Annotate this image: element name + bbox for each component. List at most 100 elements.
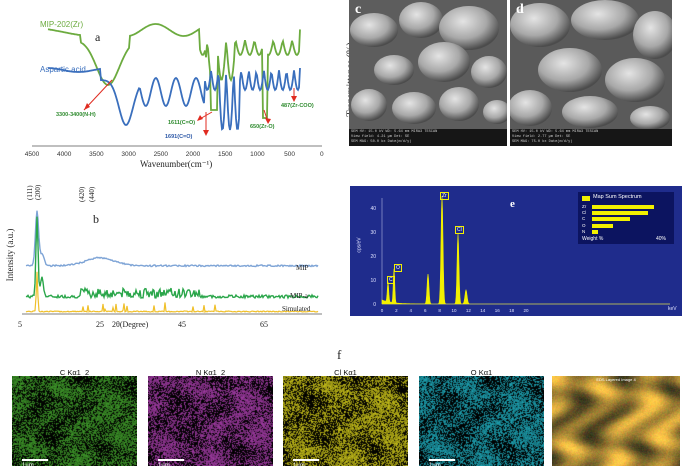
xrd-ylabel: Intensity (a.u.) <box>5 228 15 282</box>
eds-xtick: 18 <box>509 308 515 313</box>
eds-spectrum: 0 10 20 30 40 0 2 4 6 8 10 12 14 16 18 20 <box>370 195 670 313</box>
sem-info-line: SEM MAG: 50.0 kx Date(m/d/y) <box>351 140 412 144</box>
eds-ytick: 10 <box>370 278 376 284</box>
eds-xtick: 12 <box>466 308 472 313</box>
xrd-xlabel: 2θ(Degree) <box>112 320 149 329</box>
eds-bar <box>592 205 654 209</box>
ftir-xtick: 2500 <box>154 151 169 158</box>
eds-yaxis-label: cps/eV <box>356 237 363 253</box>
elemental-map-c: 1µm <box>12 376 137 469</box>
scale-bar <box>22 459 48 461</box>
eds-bar <box>592 223 614 228</box>
eds-bar <box>592 211 648 216</box>
eds-xtick: 16 <box>495 308 501 313</box>
panel-letter-b: b <box>93 212 99 226</box>
eds-ytick: 20 <box>370 254 376 260</box>
eds-legend-title: Map Sum Spectrum <box>593 194 642 200</box>
sem-particles-d <box>510 0 672 130</box>
sem-image-d: d SEM HV: 15.0 kV WD: 5.64 mm MIRA3 TESC… <box>510 0 672 146</box>
ftir-xtick: 1000 <box>250 151 265 158</box>
sem-info-line: SEM HV: 15.0 kV WD: 5.64 mm MIRA3 TESCAN <box>512 130 599 134</box>
annotation-650: 650(Zr-O) <box>250 124 275 130</box>
eds-ytick: 30 <box>370 230 376 236</box>
panel-letter-e: e <box>510 198 515 210</box>
scale-bar <box>158 459 184 461</box>
annotation-nh: 3300-3400(N-H) <box>56 112 96 118</box>
layered-image: EDS Layered Image 4 <box>552 376 680 466</box>
ftir-plot: 4500 4000 3500 3000 2500 2000 1500 1000 500 0 <box>25 23 324 158</box>
eds-xtick: 14 <box>480 308 486 313</box>
eds-peak-c: C <box>387 276 395 284</box>
eds-ytick: 0 <box>373 302 376 308</box>
eds-bar <box>592 229 599 234</box>
eds-legend-swatch <box>582 196 590 201</box>
sem-info-bar-d: SEM HV: 15.0 kV WD: 5.64 mm MIRA3 TESCAN… <box>510 129 672 146</box>
sem-image-c: c SEM HV: 15.0 kV WD: 5.64 mm MIRA3 TESC… <box>349 0 507 146</box>
scale-label: 1µm <box>429 463 441 469</box>
sem-info-bar-c: SEM HV: 15.0 kV WD: 5.64 mm MIRA3 TESCAN… <box>349 129 507 146</box>
series-label-mip: MIP <box>296 264 309 272</box>
panel-a-ftir: 4500 4000 3500 3000 2500 2000 1500 1000 500 0 MIP… <box>0 0 345 175</box>
eds-xtick: 8 <box>438 308 441 313</box>
panel-letter-d: d <box>516 2 524 17</box>
ftir-xtick: 1500 <box>218 151 233 158</box>
series-mip202-line <box>47 23 301 119</box>
panel-e-eds: 0 10 20 30 40 0 2 4 6 8 10 12 14 16 18 20 e cps/eV keV… <box>350 186 682 316</box>
annotation-1691: 1691(C=O) <box>165 134 193 140</box>
map-label-o: O Kα1 <box>470 368 493 377</box>
eds-spectrum-fill <box>381 195 670 305</box>
eds-ytick: 40 <box>370 206 376 212</box>
scale-label: 1µm <box>158 463 170 469</box>
layered-image-title: EDS Layered Image 4 <box>596 377 636 382</box>
eds-xtick: 6 <box>424 308 427 313</box>
series-simulated-line <box>25 271 319 314</box>
annotation-1611: 1611(C=O) <box>168 120 196 126</box>
map-label-c: C Kα1_2 <box>59 368 90 377</box>
eds-bar-label: Zr <box>582 204 587 209</box>
panel-letter-c: c <box>355 2 362 17</box>
ftir-xtick: 2000 <box>186 151 201 158</box>
eds-bar-label: Cl <box>582 210 587 216</box>
scale-label: 1µm <box>293 463 305 469</box>
series-mip-a-line <box>25 216 319 300</box>
eds-bar-label: O <box>582 222 586 228</box>
panel-b-xrd: (111) (200) (420) (440) b MIP MIP-a Simu… <box>0 180 330 340</box>
xrd-xtick: 65 <box>260 320 268 329</box>
map-label-n: N Kα1_2 <box>195 368 226 377</box>
elemental-map-cl: 1µm <box>283 376 408 469</box>
eds-xtick: 4 <box>410 308 413 313</box>
eds-xtick: 10 <box>451 308 457 313</box>
elemental-map-o: 1µm <box>419 376 544 469</box>
series-label-mip-a: MIP-a <box>290 292 308 300</box>
scale-label: 1µm <box>22 463 34 469</box>
peak-label-111: (111) <box>26 185 34 200</box>
sem-info-line: View field: 2.77 µm Det: SE <box>512 135 571 139</box>
eds-peak-o: O <box>394 264 402 272</box>
eds-weight-label: Weight % <box>582 236 604 242</box>
eds-peak-cl: Cl <box>455 226 464 234</box>
eds-peak-zr: Zr <box>440 192 449 200</box>
xrd-xtick: 45 <box>178 320 186 329</box>
eds-legend: Map Sum Spectrum Zr Cl C O N Weight % 40% <box>578 192 674 244</box>
eds-weight-value: 40% <box>656 236 667 242</box>
series-label-simulated: Simulated <box>282 305 311 313</box>
panel-letter-f: f <box>337 347 342 362</box>
xrd-plot <box>22 210 322 315</box>
ftir-xtick: 4500 <box>25 151 40 158</box>
eds-xtick: 2 <box>395 308 398 313</box>
eds-xtick: 0 <box>381 308 384 313</box>
sem-info-line: View field: 4.21 µm Det: SE <box>351 135 410 139</box>
eds-bar <box>592 217 631 222</box>
xrd-xtick: 5 <box>18 320 22 329</box>
map-label-cl: Cl Kα1 <box>334 368 357 377</box>
eds-xaxis-label: keV <box>668 306 677 312</box>
xrd-xtick: 25 <box>96 320 104 329</box>
series-mip-line <box>25 210 319 268</box>
annotation-487: 487(Zr-COO) <box>281 103 314 109</box>
series-label-aspartic: Aspartic acid <box>40 65 86 74</box>
ftir-xtick: 3000 <box>121 151 136 158</box>
ftir-xtick: 4000 <box>57 151 72 158</box>
eds-bar-label: C <box>582 216 586 222</box>
sem-particles-c <box>349 0 507 130</box>
sem-info-line: SEM HV: 15.0 kV WD: 5.64 mm MIRA3 TESCAN <box>351 130 438 134</box>
